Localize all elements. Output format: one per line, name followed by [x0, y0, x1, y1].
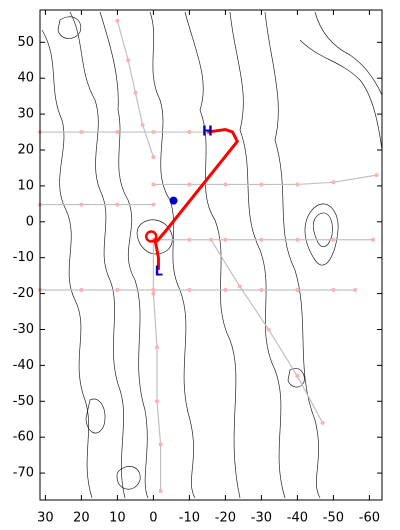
contour	[312, 212, 333, 247]
contour	[136, 219, 173, 255]
plot-frame	[39, 9, 383, 501]
y-tick-label: -40	[13, 358, 34, 373]
x-tick-label: 20	[73, 511, 90, 526]
leg-point	[151, 130, 156, 135]
leg-point	[331, 288, 336, 292]
y-tick-label: 30	[17, 107, 34, 122]
contour	[85, 398, 106, 434]
y-tick-label: -30	[13, 322, 34, 337]
x-tick-label: -30	[251, 511, 272, 526]
x-tick-label: -60	[359, 511, 380, 526]
y-tick-label: -60	[13, 430, 34, 445]
leg-point	[140, 122, 145, 127]
leg-point	[237, 284, 242, 289]
x-tick-label: 0	[149, 511, 157, 526]
contour	[57, 16, 82, 39]
leg-point	[259, 237, 264, 242]
contour	[41, 29, 93, 499]
leg-point	[115, 288, 120, 292]
leg-point	[223, 182, 228, 187]
leg-point	[151, 202, 156, 207]
high-label: H	[202, 125, 213, 140]
x-tick-label: -50	[323, 511, 344, 526]
flight-legs	[38, 18, 379, 494]
leg-point	[331, 180, 336, 185]
leg-point	[187, 130, 192, 135]
leg-point	[295, 237, 300, 242]
contour	[304, 203, 339, 266]
leg-point	[223, 288, 228, 292]
leg-point	[187, 237, 192, 242]
leg-point	[158, 442, 163, 447]
contour	[149, 11, 196, 499]
y-tick-label: -50	[13, 394, 34, 409]
vortex	[144, 230, 158, 243]
leg-point	[151, 182, 156, 187]
leg-point	[79, 288, 84, 292]
leg-point	[187, 288, 192, 292]
leg-point	[295, 374, 300, 379]
contour	[229, 11, 286, 499]
leg-point	[133, 90, 138, 95]
leg-point	[115, 18, 120, 23]
center	[169, 196, 178, 205]
leg-point	[151, 155, 156, 160]
leg-point	[151, 288, 156, 292]
contour	[287, 368, 305, 388]
leg-point	[320, 420, 325, 425]
flight-leg	[116, 20, 154, 158]
leg-point	[115, 130, 120, 135]
axes: 30 20 10 0 -10 -20 -30 -40 -50 -6050403020100-10-…	[13, 10, 382, 526]
leg-point	[295, 288, 300, 292]
low-label: L	[155, 265, 163, 280]
y-tick-label: -20	[13, 286, 34, 301]
track	[153, 128, 240, 270]
x-tick-label: 30	[37, 511, 54, 526]
contour	[99, 11, 149, 499]
x-tick-label: -40	[287, 511, 308, 526]
contour	[299, 39, 383, 151]
flight-leg	[153, 174, 377, 186]
y-tick-label: -70	[13, 466, 34, 481]
contour	[264, 11, 321, 499]
flight-leg	[210, 239, 324, 424]
y-tick-label: 10	[17, 178, 34, 193]
leg-point	[155, 399, 159, 404]
leg-point	[115, 202, 120, 207]
marks: HL	[144, 125, 240, 280]
leg-point	[151, 291, 156, 296]
leg-point	[79, 130, 84, 135]
contour	[116, 466, 141, 490]
x-tick-label: 10	[109, 511, 126, 526]
contour	[69, 11, 126, 499]
leg-point	[374, 173, 379, 178]
leg-point	[79, 202, 84, 207]
x-tick-label: -10	[179, 511, 200, 526]
leg-point	[158, 489, 163, 494]
leg-point	[371, 237, 375, 242]
y-tick-label: 40	[17, 71, 34, 86]
leg-point	[259, 182, 264, 187]
x-tick-label: -20	[215, 511, 236, 526]
leg-point	[259, 288, 264, 292]
contour	[314, 11, 383, 96]
leg-point	[155, 345, 159, 350]
y-tick-label: -10	[13, 250, 34, 265]
y-tick-label: 50	[17, 35, 34, 50]
leg-point	[223, 237, 228, 242]
y-tick-label: 20	[17, 143, 34, 158]
leg-point	[187, 182, 192, 187]
leg-point	[209, 237, 213, 242]
leg-point	[331, 237, 336, 242]
y-tick-label: 0	[26, 214, 34, 229]
leg-point	[353, 288, 357, 292]
leg-point	[126, 58, 131, 63]
contours	[41, 11, 383, 499]
flight-leg	[152, 239, 162, 492]
contour	[184, 11, 241, 499]
leg-point	[266, 327, 271, 332]
leg-point	[295, 182, 300, 187]
